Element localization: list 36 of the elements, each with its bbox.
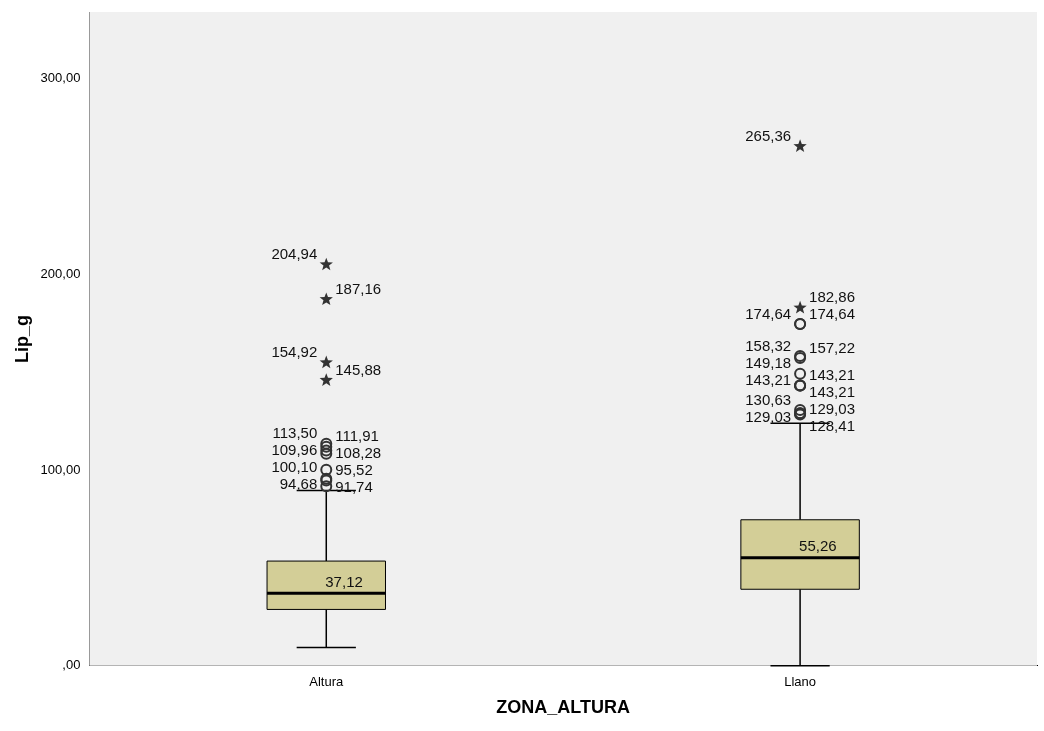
data-label: 113,50 [272,424,318,442]
y-axis-title: Lip_g [11,314,32,363]
data-label: 130,63 [745,390,792,408]
data-label: 204,94 [271,245,318,263]
y-tick-label: 200,00 [40,265,81,281]
data-label: 95,52 [335,461,373,479]
data-label: 154,92 [271,343,318,361]
data-label: 91,74 [335,478,373,496]
data-label: 111,91 [335,427,379,445]
data-label: 128,41 [809,417,855,435]
data-label: 108,28 [335,444,382,462]
data-label: 265,36 [745,127,792,144]
data-label: 157,22 [809,338,855,356]
annotation: 55,26 [799,537,837,555]
data-label: 109,96 [271,441,318,459]
y-tick-label: ,00 [62,657,81,673]
data-label: 187,16 [335,280,382,298]
data-label: 182,86 [809,288,855,306]
data-label: 143,21 [745,371,792,389]
data-label: 129,03 [745,407,792,425]
data-label: 149,18 [745,354,792,372]
x-tick-label: Llano [784,674,816,690]
data-label: 143,21 [809,366,855,384]
data-label: 174,64 [745,304,792,322]
annotation: 37,12 [325,572,363,590]
data-label: 100,10 [271,458,318,476]
y-tick-label: 100,00 [40,461,81,477]
x-tick-label: Altura [309,674,345,690]
data-label: 145,88 [335,360,382,378]
y-tick-label: 300,00 [40,70,81,86]
data-label: 94,68 [279,475,318,493]
data-label: 143,21 [809,383,855,401]
data-label: 158,32 [745,336,792,354]
data-label: 174,64 [809,305,855,323]
x-axis-title: ZONA_ALTURA [496,697,631,718]
data-label: 129,03 [809,400,855,418]
